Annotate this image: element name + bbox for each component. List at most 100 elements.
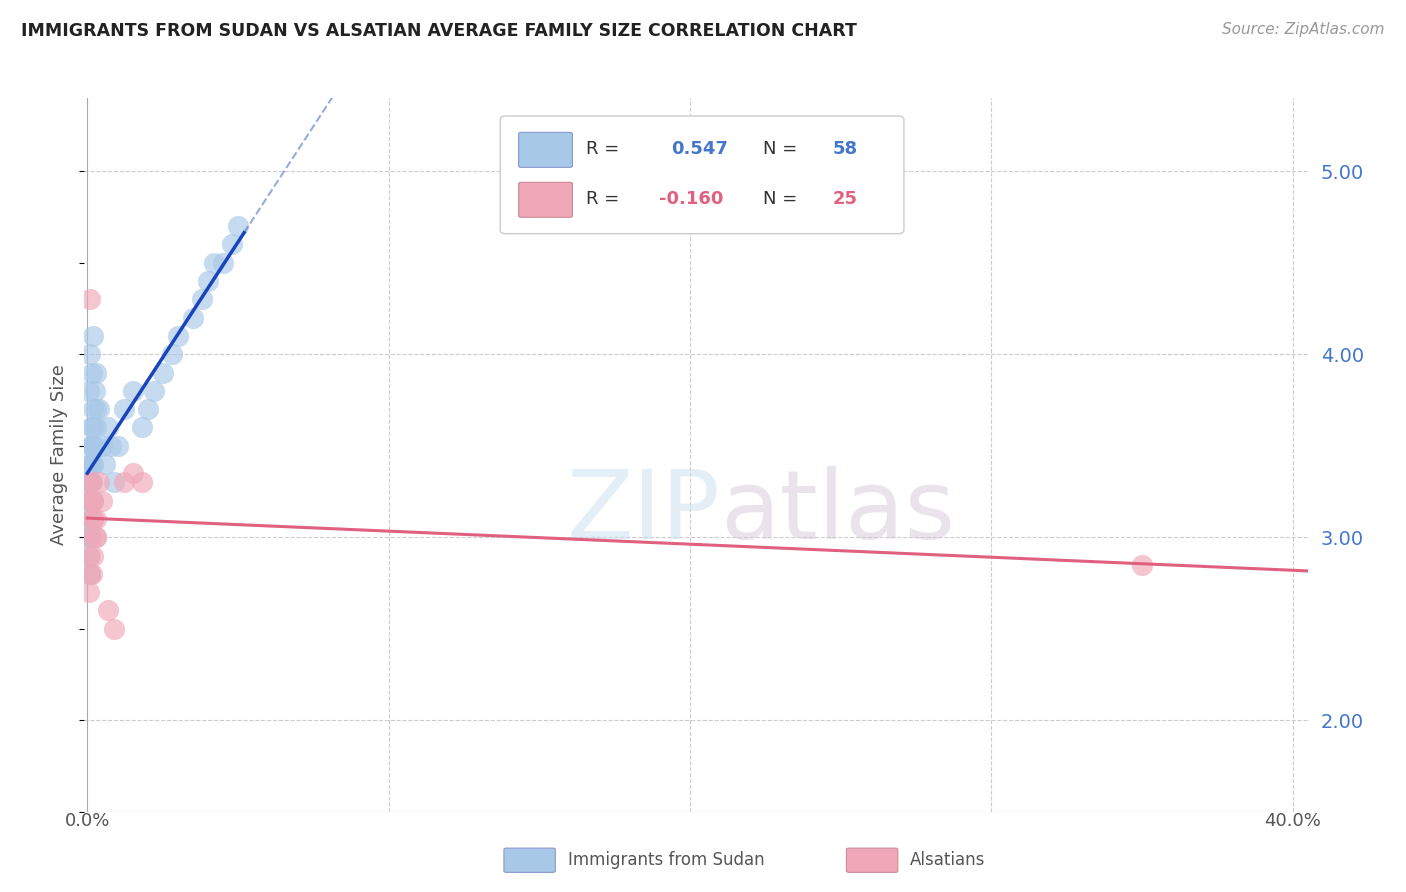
Point — [86, 530, 108, 544]
Point — [79, 493, 101, 508]
Text: R =: R = — [586, 191, 624, 209]
Point — [79, 457, 101, 471]
Point — [82, 512, 104, 526]
Text: Source: ZipAtlas.com: Source: ZipAtlas.com — [1222, 22, 1385, 37]
Text: R =: R = — [586, 141, 624, 159]
Point — [82, 329, 104, 343]
Point — [86, 420, 108, 434]
Y-axis label: Average Family Size: Average Family Size — [51, 365, 69, 545]
Point — [80, 475, 103, 490]
Point — [97, 603, 120, 617]
Point — [152, 366, 174, 380]
Point — [77, 384, 100, 398]
Point — [86, 512, 108, 526]
Point — [197, 274, 219, 288]
Point — [77, 530, 100, 544]
Point — [136, 402, 159, 417]
Text: Immigrants from Sudan: Immigrants from Sudan — [568, 851, 763, 869]
FancyBboxPatch shape — [501, 116, 904, 234]
FancyBboxPatch shape — [519, 182, 572, 218]
Point — [82, 493, 104, 508]
Point — [79, 566, 101, 581]
Point — [82, 512, 104, 526]
Point — [86, 530, 108, 544]
Point — [86, 366, 108, 380]
Point — [121, 467, 143, 481]
Point — [79, 530, 101, 544]
Point — [82, 402, 104, 417]
Point — [80, 566, 103, 581]
Point — [80, 512, 103, 526]
Point — [79, 566, 101, 581]
Text: Alsatians: Alsatians — [910, 851, 986, 869]
Point — [103, 475, 125, 490]
Point — [80, 366, 103, 380]
FancyBboxPatch shape — [846, 848, 898, 872]
Point — [202, 256, 225, 270]
Point — [82, 493, 104, 508]
Point — [84, 439, 107, 453]
Text: 25: 25 — [832, 191, 858, 209]
Point — [80, 420, 103, 434]
Point — [142, 384, 165, 398]
Point — [1130, 558, 1153, 572]
Text: 0.0%: 0.0% — [65, 812, 110, 830]
Text: ZIP: ZIP — [567, 466, 720, 558]
Point — [82, 420, 104, 434]
Point — [100, 439, 122, 453]
Point — [112, 402, 135, 417]
Point — [94, 457, 117, 471]
Point — [221, 237, 243, 252]
Point — [77, 475, 100, 490]
Point — [82, 549, 104, 563]
Point — [91, 493, 114, 508]
Point — [77, 585, 100, 599]
Text: 58: 58 — [832, 141, 858, 159]
Point — [80, 512, 103, 526]
Point — [191, 293, 214, 307]
Point — [79, 493, 101, 508]
Point — [131, 420, 153, 434]
Point — [89, 402, 111, 417]
Point — [121, 384, 143, 398]
Text: IMMIGRANTS FROM SUDAN VS ALSATIAN AVERAGE FAMILY SIZE CORRELATION CHART: IMMIGRANTS FROM SUDAN VS ALSATIAN AVERAG… — [21, 22, 858, 40]
Point — [80, 475, 103, 490]
Point — [160, 347, 183, 361]
Point — [181, 310, 204, 325]
Point — [166, 329, 188, 343]
Text: 0.547: 0.547 — [672, 141, 728, 159]
Point — [89, 475, 111, 490]
Point — [226, 219, 249, 234]
Point — [80, 439, 103, 453]
Point — [79, 293, 101, 307]
Point — [131, 475, 153, 490]
Point — [79, 457, 101, 471]
Point — [79, 493, 101, 508]
Point — [77, 549, 100, 563]
Text: N =: N = — [763, 141, 803, 159]
Text: 40.0%: 40.0% — [1264, 812, 1322, 830]
Text: N =: N = — [763, 191, 803, 209]
Text: -0.160: -0.160 — [659, 191, 724, 209]
Point — [79, 530, 101, 544]
Point — [82, 457, 104, 471]
Point — [77, 475, 100, 490]
Point — [91, 439, 114, 453]
Point — [79, 493, 101, 508]
Point — [79, 347, 101, 361]
Point — [107, 439, 129, 453]
Point — [80, 439, 103, 453]
Point — [80, 530, 103, 544]
FancyBboxPatch shape — [503, 848, 555, 872]
Point — [82, 493, 104, 508]
Text: atlas: atlas — [720, 466, 956, 558]
Point — [82, 457, 104, 471]
Point — [77, 512, 100, 526]
Point — [212, 256, 235, 270]
Point — [86, 402, 108, 417]
Point — [112, 475, 135, 490]
Point — [79, 439, 101, 453]
Point — [80, 475, 103, 490]
Point — [79, 549, 101, 563]
Point — [97, 420, 120, 434]
